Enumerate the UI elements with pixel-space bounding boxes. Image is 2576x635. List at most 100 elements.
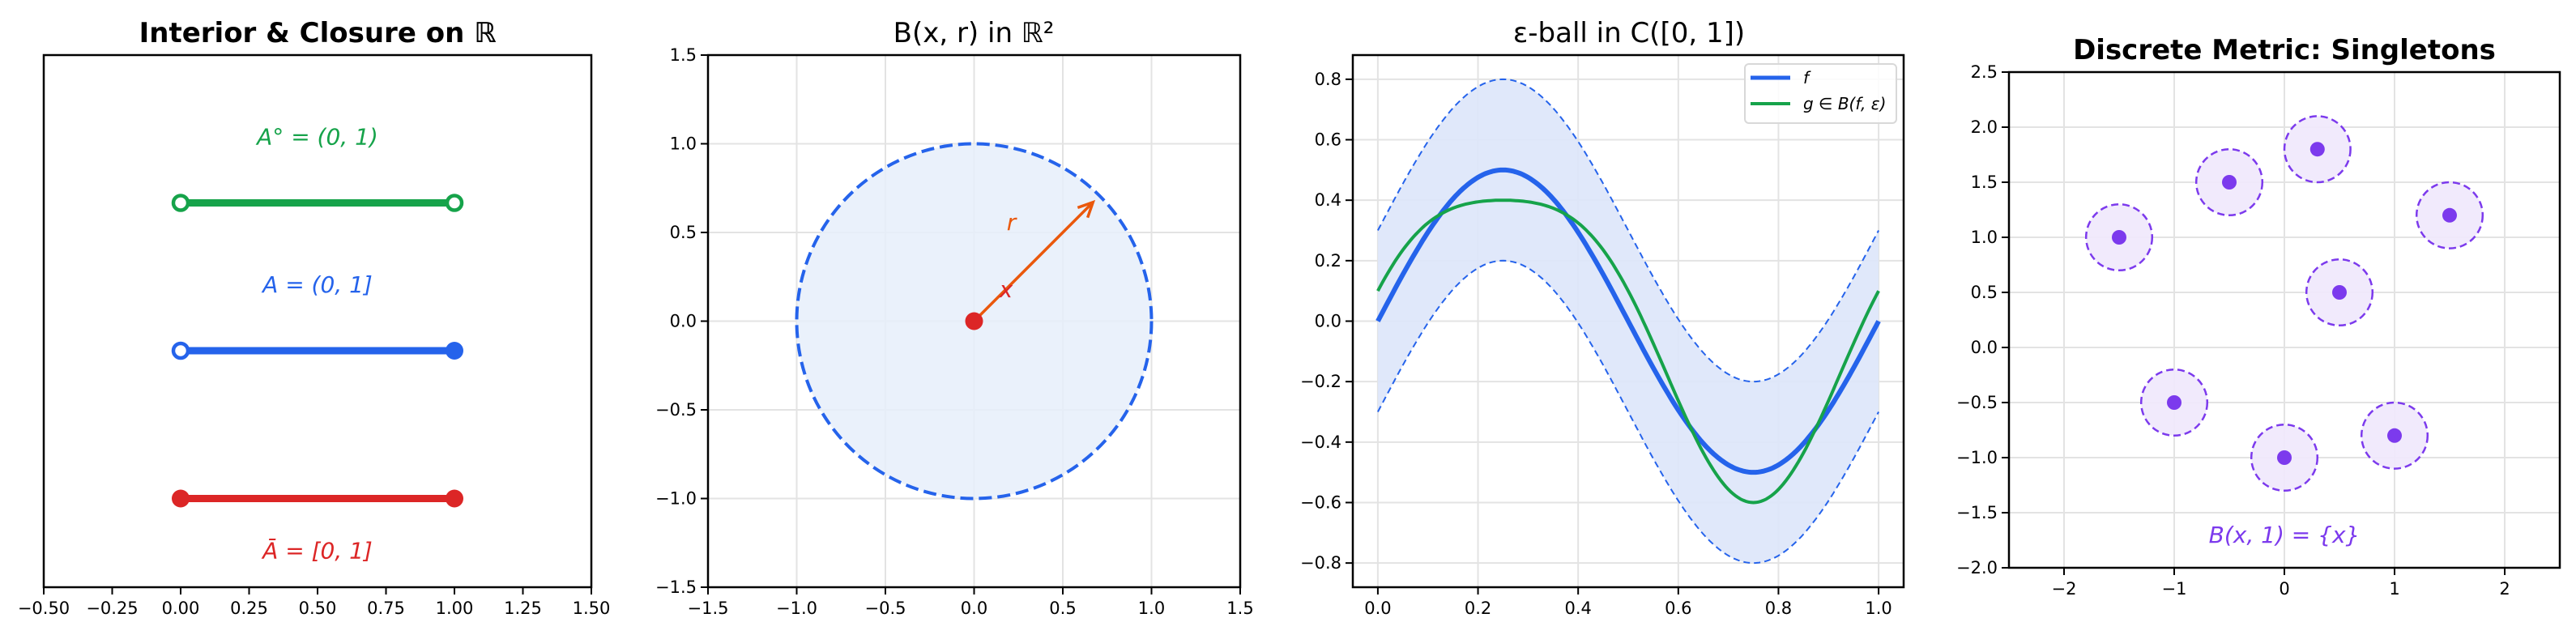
singleton bbox=[2250, 423, 2319, 492]
y-tick-label: 0.5 bbox=[1971, 283, 1998, 302]
x-tick-label: 1.25 bbox=[504, 599, 542, 618]
series-f bbox=[1375, 167, 1881, 475]
x-tick-label: −1.0 bbox=[776, 599, 817, 618]
y-tick-label: 0.0 bbox=[670, 312, 697, 331]
x-tick-label: 1.00 bbox=[436, 599, 474, 618]
x-axis: 0.0 0.2 0.4 0.6 0.8 1.0 bbox=[1364, 587, 1892, 618]
x-tick-label: 0.0 bbox=[1364, 599, 1391, 618]
closed-endpoint-marker bbox=[172, 489, 190, 508]
y-axis: −1.5 −1.0 −0.5 0.0 0.5 1.0 1.5 bbox=[655, 45, 708, 597]
center-label: x bbox=[999, 276, 1013, 303]
interval-interior: A° = (0, 1) bbox=[171, 123, 464, 212]
x-tick-label: 1.5 bbox=[1226, 599, 1253, 618]
plot-area: x r −1.5 −1.0 −0.5 0.0 0.5 1.0 1.5 −1.5 −1.0 −0.5 0.… bbox=[655, 45, 1254, 618]
x-tick-label: 1 bbox=[2389, 579, 2399, 599]
y-tick-label: 2.5 bbox=[1971, 62, 1998, 82]
y-tick-label: 0.2 bbox=[1315, 251, 1341, 271]
panel-interior-closure: Interior & Closure on ℝ A° = (0, 1) A = (… bbox=[18, 17, 611, 618]
singleton bbox=[2360, 401, 2429, 470]
interval-label: A° = (0, 1) bbox=[255, 123, 378, 150]
point-marker bbox=[2387, 428, 2402, 443]
singleton bbox=[2084, 202, 2154, 272]
x-axis: −2 −1 0 1 2 bbox=[2052, 568, 2510, 599]
x-tick-label: −0.25 bbox=[86, 599, 138, 618]
legend: f g ∈ B(f, ε) bbox=[1744, 63, 1897, 124]
x-tick-label: 0.8 bbox=[1765, 599, 1792, 618]
y-tick-label: 1.5 bbox=[670, 45, 697, 65]
plot-area: A° = (0, 1) A = (0, 1] Ā = [0, 1] −0.50 −0.2… bbox=[18, 53, 611, 618]
closed-endpoint-marker bbox=[446, 489, 463, 508]
x-tick-label: 1.50 bbox=[573, 599, 611, 618]
open-endpoint-marker bbox=[171, 194, 190, 212]
y-tick-label: 1.0 bbox=[670, 134, 697, 154]
point-marker bbox=[2309, 142, 2325, 157]
y-axis: −0.8 −0.6 −0.4 −0.2 0.0 0.2 0.4 0.6 0.8 bbox=[1300, 70, 1353, 573]
panel-title: Interior & Closure on ℝ bbox=[139, 17, 497, 49]
y-tick-label: 0.4 bbox=[1315, 190, 1341, 210]
x-axis: −1.5 −1.0 −0.5 0.0 0.5 1.0 1.5 bbox=[688, 587, 1254, 618]
x-tick-label: 0 bbox=[2279, 579, 2289, 599]
singleton bbox=[2139, 368, 2209, 437]
legend-label-f: f bbox=[1803, 68, 1811, 87]
y-tick-label: 0.6 bbox=[1315, 130, 1341, 150]
y-tick-label: 2.0 bbox=[1971, 117, 1998, 137]
y-tick-label: −0.2 bbox=[1300, 372, 1341, 391]
panel-title: B(x, r) in ℝ² bbox=[893, 17, 1055, 49]
interval-label: Ā = [0, 1] bbox=[261, 537, 373, 564]
y-tick-label: −1.5 bbox=[1956, 503, 1998, 522]
x-tick-label: −0.50 bbox=[18, 599, 70, 618]
x-tick-label: 0.5 bbox=[1049, 599, 1076, 618]
y-tick-label: 1.5 bbox=[1971, 173, 1998, 192]
interval-set: A = (0, 1] bbox=[171, 271, 463, 360]
x-tick-label: −1 bbox=[2162, 579, 2187, 599]
y-tick-label: −0.5 bbox=[655, 400, 697, 420]
x-tick-label: 2 bbox=[2499, 579, 2510, 599]
x-tick-label: 0.75 bbox=[367, 599, 405, 618]
point-marker bbox=[2112, 230, 2126, 245]
x-tick-label: 0.0 bbox=[961, 599, 987, 618]
y-tick-label: −1.0 bbox=[1956, 448, 1998, 467]
singleton bbox=[2415, 181, 2484, 249]
point-marker bbox=[2167, 395, 2181, 410]
y-tick-label: −1.5 bbox=[655, 577, 697, 597]
center-point bbox=[965, 312, 983, 330]
point-marker bbox=[2277, 450, 2292, 465]
y-tick-label: −0.4 bbox=[1300, 433, 1341, 452]
radius-label: r bbox=[1007, 209, 1017, 236]
y-tick-label: 0.5 bbox=[670, 223, 697, 242]
x-tick-label: 1.0 bbox=[1138, 599, 1165, 618]
x-tick-label: 0.4 bbox=[1564, 599, 1591, 618]
arrowhead-icon bbox=[1077, 199, 1096, 219]
radius-arrow bbox=[973, 201, 1094, 322]
x-tick-label: −1.5 bbox=[688, 599, 729, 618]
y-tick-label: −1.0 bbox=[655, 489, 697, 509]
singleton bbox=[2194, 147, 2264, 217]
x-tick-label: −0.5 bbox=[865, 599, 906, 618]
y-tick-label: 0.0 bbox=[1315, 312, 1341, 331]
series-g bbox=[1376, 198, 1880, 505]
open-endpoint-marker bbox=[445, 194, 464, 212]
x-tick-label: 0.25 bbox=[230, 599, 268, 618]
plot-area: B(x, 1) = {x} −2 −1 0 1 2 −2.0 −1.5 −1.0 −0.5 0.0 0… bbox=[1956, 62, 2561, 599]
closed-endpoint-marker bbox=[446, 342, 463, 360]
y-axis: −2.0 −1.5 −1.0 −0.5 0.0 0.5 1.0 1.5 2.0 2.5 bbox=[1956, 62, 2009, 577]
point-marker bbox=[2332, 285, 2347, 300]
interval-closure: Ā = [0, 1] bbox=[172, 489, 463, 564]
upper-bound-dashed bbox=[1377, 78, 1879, 383]
y-tick-label: 0.8 bbox=[1315, 70, 1341, 89]
x-tick-label: −2 bbox=[2052, 579, 2077, 599]
panel-discrete-metric: Discrete Metric: Singletons B(x, 1) = {x… bbox=[1956, 34, 2561, 599]
x-tick-label: 1.0 bbox=[1865, 599, 1891, 618]
y-tick-label: 1.0 bbox=[1971, 228, 1998, 247]
x-tick-label: 0.00 bbox=[162, 599, 200, 618]
y-tick-label: 0.0 bbox=[1971, 338, 1998, 357]
singleton bbox=[2305, 258, 2374, 327]
singleton bbox=[2283, 115, 2352, 184]
point-marker bbox=[2442, 207, 2457, 223]
legend-label-g: g ∈ B(f, ε) bbox=[1803, 94, 1886, 113]
y-tick-label: −0.6 bbox=[1300, 492, 1341, 512]
plot-area: fg ∈ B(f, ε)0.0 0.2 0.4 0.6 0.8 1.0−0.8−0.6−0… bbox=[1300, 53, 1905, 618]
x-tick-label: 0.2 bbox=[1465, 599, 1491, 618]
ball-boundary-dashed bbox=[795, 142, 1154, 501]
x-tick-label: 0.6 bbox=[1665, 599, 1691, 618]
